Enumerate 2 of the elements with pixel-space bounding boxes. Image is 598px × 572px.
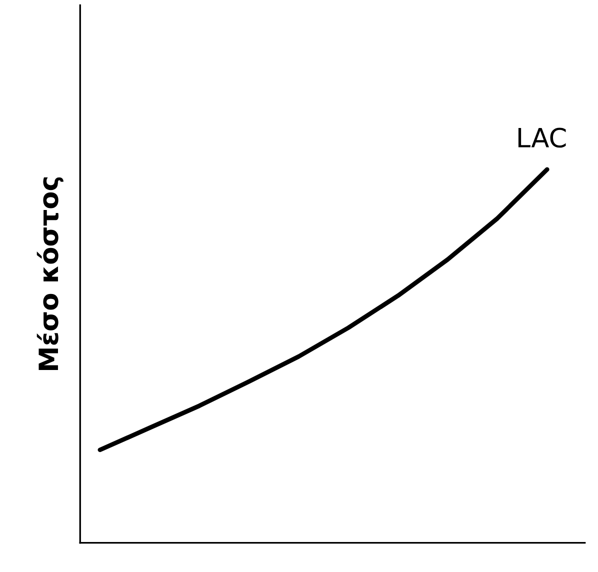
y-axis-title: Μέσο κόστος (36, 177, 64, 370)
series-label: LAC (518, 128, 566, 148)
